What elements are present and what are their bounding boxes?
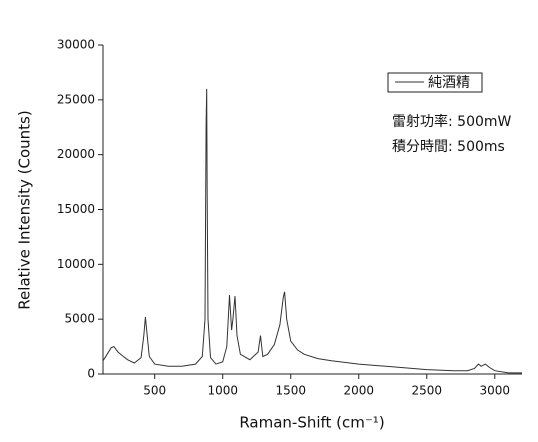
- x-tick-label: 2000: [343, 384, 374, 398]
- y-tick-label: 10000: [57, 257, 95, 271]
- spectrum-line: [102, 88, 522, 374]
- y-tick-label: 30000: [57, 38, 95, 52]
- y-tick-label: 5000: [64, 312, 95, 326]
- legend-label: 純酒精: [428, 75, 470, 91]
- y-axis-title: Relative Intensity (Counts): [16, 110, 34, 309]
- annotation: 雷射功率: 500mW: [392, 113, 512, 130]
- x-tick-label: 1000: [207, 384, 238, 398]
- y-tick-label: 0: [87, 367, 95, 381]
- x-tick-label: 3000: [480, 384, 511, 398]
- x-tick-label: 1500: [275, 384, 306, 398]
- x-tick-label: 2500: [411, 384, 442, 398]
- annotation: 積分時間: 500ms: [392, 139, 505, 155]
- x-tick-label: 500: [143, 384, 166, 398]
- y-tick-label: 25000: [57, 92, 95, 106]
- legend-box: [387, 72, 483, 93]
- y-tick-label: 20000: [57, 147, 95, 161]
- y-tick-label: 15000: [57, 202, 95, 216]
- x-axis-title: Raman-Shift (cm⁻¹): [239, 414, 384, 432]
